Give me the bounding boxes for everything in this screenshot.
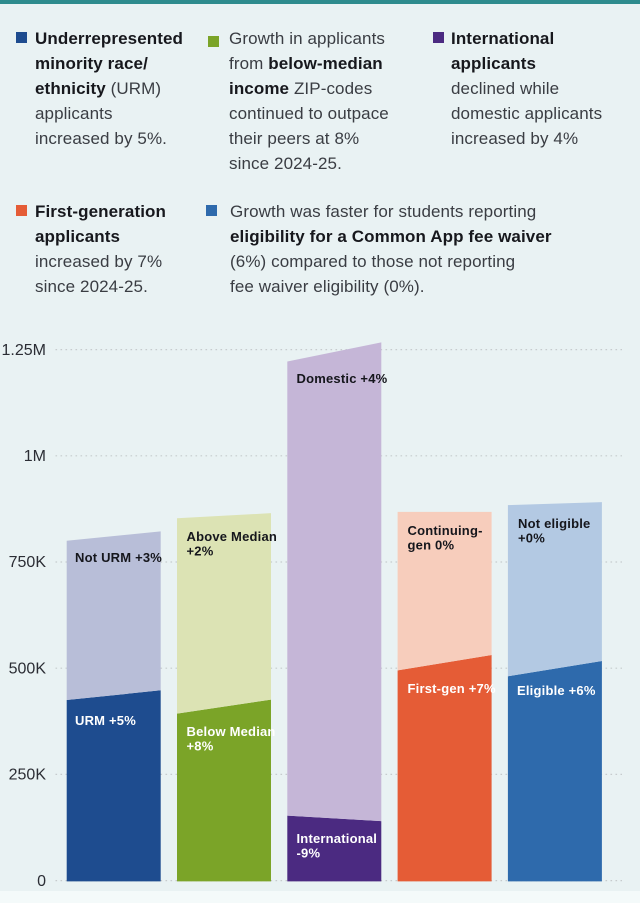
bottom-strip bbox=[0, 891, 640, 903]
legend-text: Growth was faster for students reporting… bbox=[230, 202, 552, 296]
top-accent-bar bbox=[0, 0, 640, 4]
bar-segment-urm-status-top bbox=[66, 531, 161, 701]
legend-text: Growth in applicants from below-median inc… bbox=[229, 29, 389, 173]
y-tick-label-250K: 250K bbox=[9, 767, 47, 784]
bar-label-below-median: Below Median +8% bbox=[187, 724, 276, 754]
bar-label-continuing-gen: Continuing-gen 0% bbox=[408, 523, 483, 553]
bar-label-above-median: Above Median +2% bbox=[187, 529, 278, 559]
bar-segment-generation-top bbox=[397, 511, 492, 671]
bar-segment-residency-top bbox=[287, 342, 382, 822]
bar-segment-zip-income-bottom bbox=[177, 699, 271, 882]
bar-label-not-eligible: Not eligible +0% bbox=[518, 516, 590, 546]
bar-label-not-urm: Not URM +3% bbox=[75, 550, 162, 565]
bar-segment-urm-status-bottom bbox=[66, 690, 161, 882]
y-tick-label-1.25M: 1.25M bbox=[2, 342, 46, 359]
bar-segment-fee-waiver-top bbox=[507, 502, 602, 677]
y-tick-label-750K: 750K bbox=[9, 554, 47, 571]
legend-text: International applicants declined while dom… bbox=[451, 29, 603, 148]
bar-segment-residency-bottom bbox=[287, 815, 382, 882]
y-tick-label-0: 0 bbox=[37, 873, 46, 890]
bar-segment-generation-bottom bbox=[397, 655, 492, 882]
legend-text: First-generation applicants increased by 7… bbox=[35, 202, 167, 296]
bar-label-eligible: Eligible +6% bbox=[517, 683, 596, 698]
bar-label-international: International -9% bbox=[297, 831, 378, 861]
legend-bullet-icon bbox=[15, 205, 27, 216]
legend-bullet-icon bbox=[205, 205, 217, 216]
bar-segment-fee-waiver-bottom bbox=[507, 660, 602, 882]
bar-label-first-gen: First-gen +7% bbox=[408, 681, 496, 696]
legend-bullet-icon bbox=[15, 32, 27, 43]
bar-label-urm: URM +5% bbox=[75, 713, 136, 728]
y-tick-label-500K: 500K bbox=[9, 660, 47, 677]
bar-segment-zip-income-top bbox=[177, 513, 271, 714]
legend-bullet-icon bbox=[432, 32, 444, 43]
bar-label-domestic: Domestic +4% bbox=[297, 371, 388, 386]
legend-bullet-icon bbox=[207, 36, 219, 47]
y-tick-label-1M: 1M bbox=[24, 448, 46, 465]
legend-text: Underrepresented minority race/ethnicity … bbox=[35, 29, 184, 148]
